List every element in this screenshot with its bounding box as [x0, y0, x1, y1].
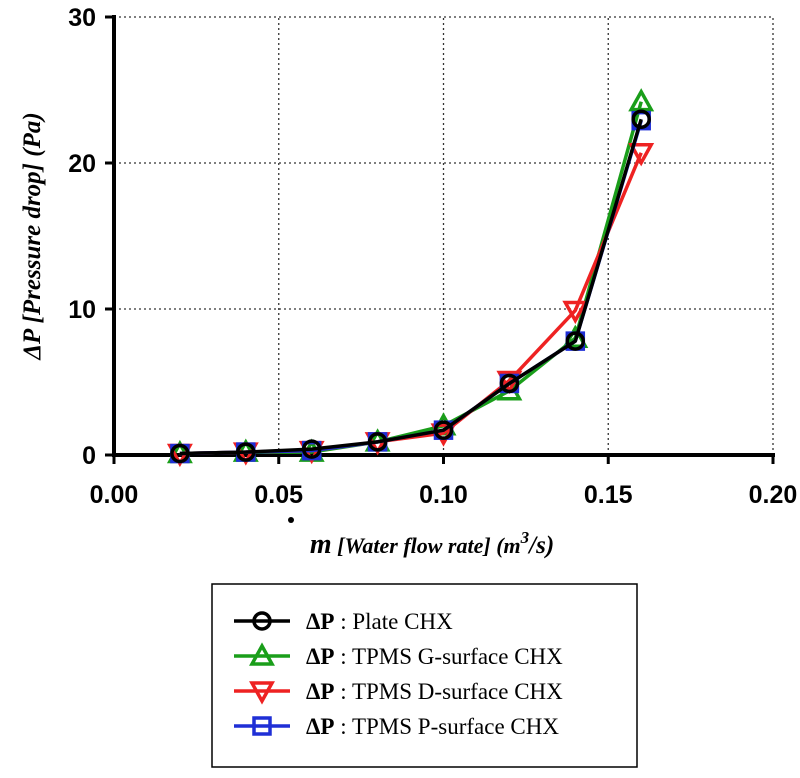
legend-separator: :: [334, 609, 352, 634]
legend-label-plate-chx: ΔP : Plate CHX: [306, 609, 453, 634]
legend-item-plate-chx: ΔP : Plate CHX: [234, 609, 453, 634]
legend-marker-tpms-g-surface-chx: [249, 642, 275, 666]
x-tick-label: 0.15: [584, 481, 633, 509]
x-tick-label: 0.20: [749, 481, 798, 509]
data-point-plate-chx: [236, 442, 256, 462]
data-point-plate-chx: [499, 373, 520, 394]
legend-series-name: TPMS G-surface CHX: [352, 644, 563, 669]
data-point-plate-chx: [565, 331, 586, 351]
x-axis-title-superscript: 3: [520, 528, 530, 547]
data-point-plate-chx: [433, 420, 454, 440]
x-axis-title-suffix: /s): [527, 532, 554, 559]
legend-series-name: Plate CHX: [352, 609, 453, 634]
legend-symbol: ΔP: [306, 714, 334, 739]
x-axis-title-symbol: m: [310, 529, 332, 560]
y-tick-label: 10: [68, 296, 96, 324]
legend-label-tpms-g-surface-chx: ΔP : TPMS G-surface CHX: [306, 644, 563, 669]
data-point-plate-chx: [301, 439, 322, 459]
y-tick-label: 30: [68, 4, 96, 32]
legend-marker-tpms-p-surface-chx: [252, 716, 272, 736]
x-tick-label: 0.05: [254, 481, 303, 509]
y-tick-label: 20: [68, 150, 96, 178]
series-line-plate-chx: [179, 118, 643, 456]
series-tpms-p-surface-chx: [170, 110, 651, 464]
grid: [114, 16, 774, 455]
x-axis-title-text: [Water flow rate] (m: [332, 533, 521, 558]
legend-label-tpms-d-surface-chx: ΔP : TPMS D-surface CHX: [306, 679, 563, 704]
y-tick-label: 0: [82, 442, 96, 470]
series-tpms-d-surface-chx: [166, 143, 655, 468]
legend-marker-tpms-d-surface-chx: [249, 681, 275, 705]
legend-box: [211, 583, 638, 768]
x-tick-label: 0.00: [90, 481, 139, 509]
legend-symbol: ΔP: [306, 609, 334, 634]
data-point-tpms-d-surface-chx: [562, 300, 589, 325]
data-point-plate-chx: [170, 443, 190, 464]
series-tpms-g-surface-chx: [166, 88, 655, 464]
legend-separator: :: [334, 714, 351, 739]
series-plate-chx: [170, 109, 651, 464]
legend-item-tpms-p-surface-chx: ΔP : TPMS P-surface CHX: [234, 714, 559, 739]
legend-symbol: ΔP: [306, 679, 334, 704]
axes: 0.00 0.05 0.10 0.15 0.20 0 10 20 30: [68, 4, 797, 509]
legend-symbol: ΔP: [306, 644, 334, 669]
x-tick-label: 0.10: [419, 481, 468, 509]
series-group: [166, 88, 655, 468]
y-axis-title: ΔP [Pressure drop] (Pa): [19, 112, 46, 360]
data-point-tpms-d-surface-chx: [628, 143, 655, 167]
legend-item-tpms-d-surface-chx: ΔP : TPMS D-surface CHX: [234, 679, 563, 705]
x-axis-title-dot: [288, 517, 294, 523]
legend-series-name: TPMS D-surface CHX: [352, 679, 563, 704]
legend-marker-plate-chx: [252, 611, 272, 631]
series-line-tpms-p-surface-chx: [179, 120, 643, 456]
legend-label-tpms-p-surface-chx: ΔP : TPMS P-surface CHX: [306, 714, 559, 739]
legend-separator: :: [334, 644, 351, 669]
x-axis-title: m [Water flow rate] (m3/s): [310, 528, 554, 560]
legend-series-name: TPMS P-surface CHX: [352, 714, 559, 739]
legend-item-tpms-g-surface-chx: ΔP : TPMS G-surface CHX: [234, 642, 563, 669]
series-line-tpms-g-surface-chx: [179, 101, 643, 456]
data-point-plate-chx: [631, 109, 651, 129]
legend-separator: :: [334, 679, 351, 704]
data-point-plate-chx: [367, 432, 388, 452]
